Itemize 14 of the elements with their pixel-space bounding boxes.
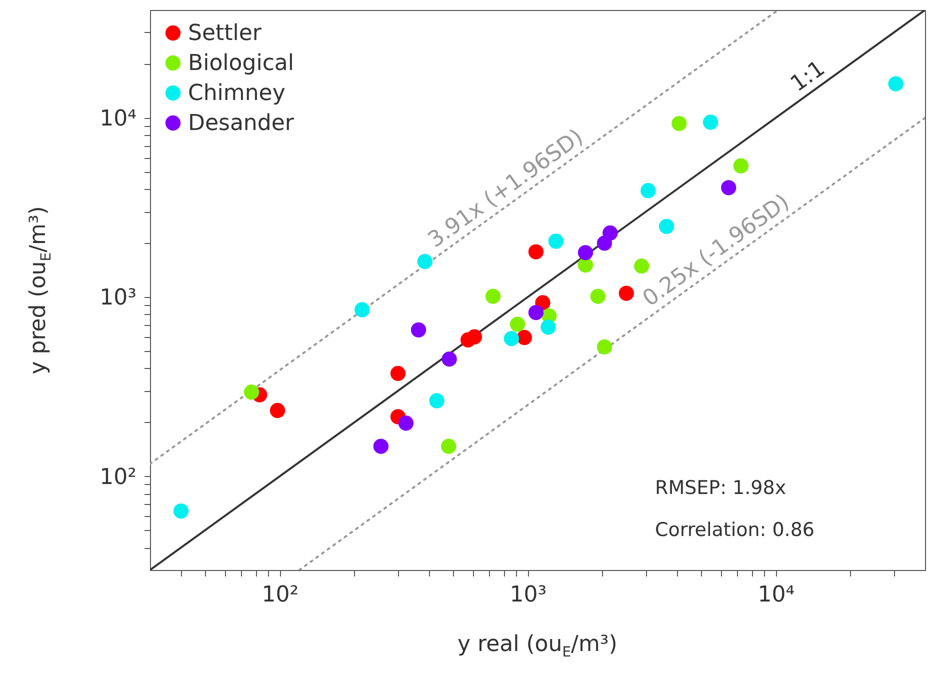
y-tick-label: 10⁴ [100,106,137,132]
annotation: RMSEP: 1.98x [655,477,786,499]
legend-label: Biological [188,51,294,76]
x-tick-label: 10² [262,582,299,608]
legend-label: Chimney [188,81,286,106]
y-tick-label: 10² [100,464,136,490]
y-tick-label: 10³ [100,286,136,311]
legend-label: Settler [188,21,262,46]
text: 1:1 [786,56,830,98]
x-tick-label: 10⁴ [758,582,795,608]
x-tick-label: 10³ [510,582,547,608]
legend-label: Desander [188,111,295,136]
annotation: Correlation: 0.86 [655,519,815,541]
x-axis-title: y real (ou$_{E}$/m³) [458,632,618,660]
